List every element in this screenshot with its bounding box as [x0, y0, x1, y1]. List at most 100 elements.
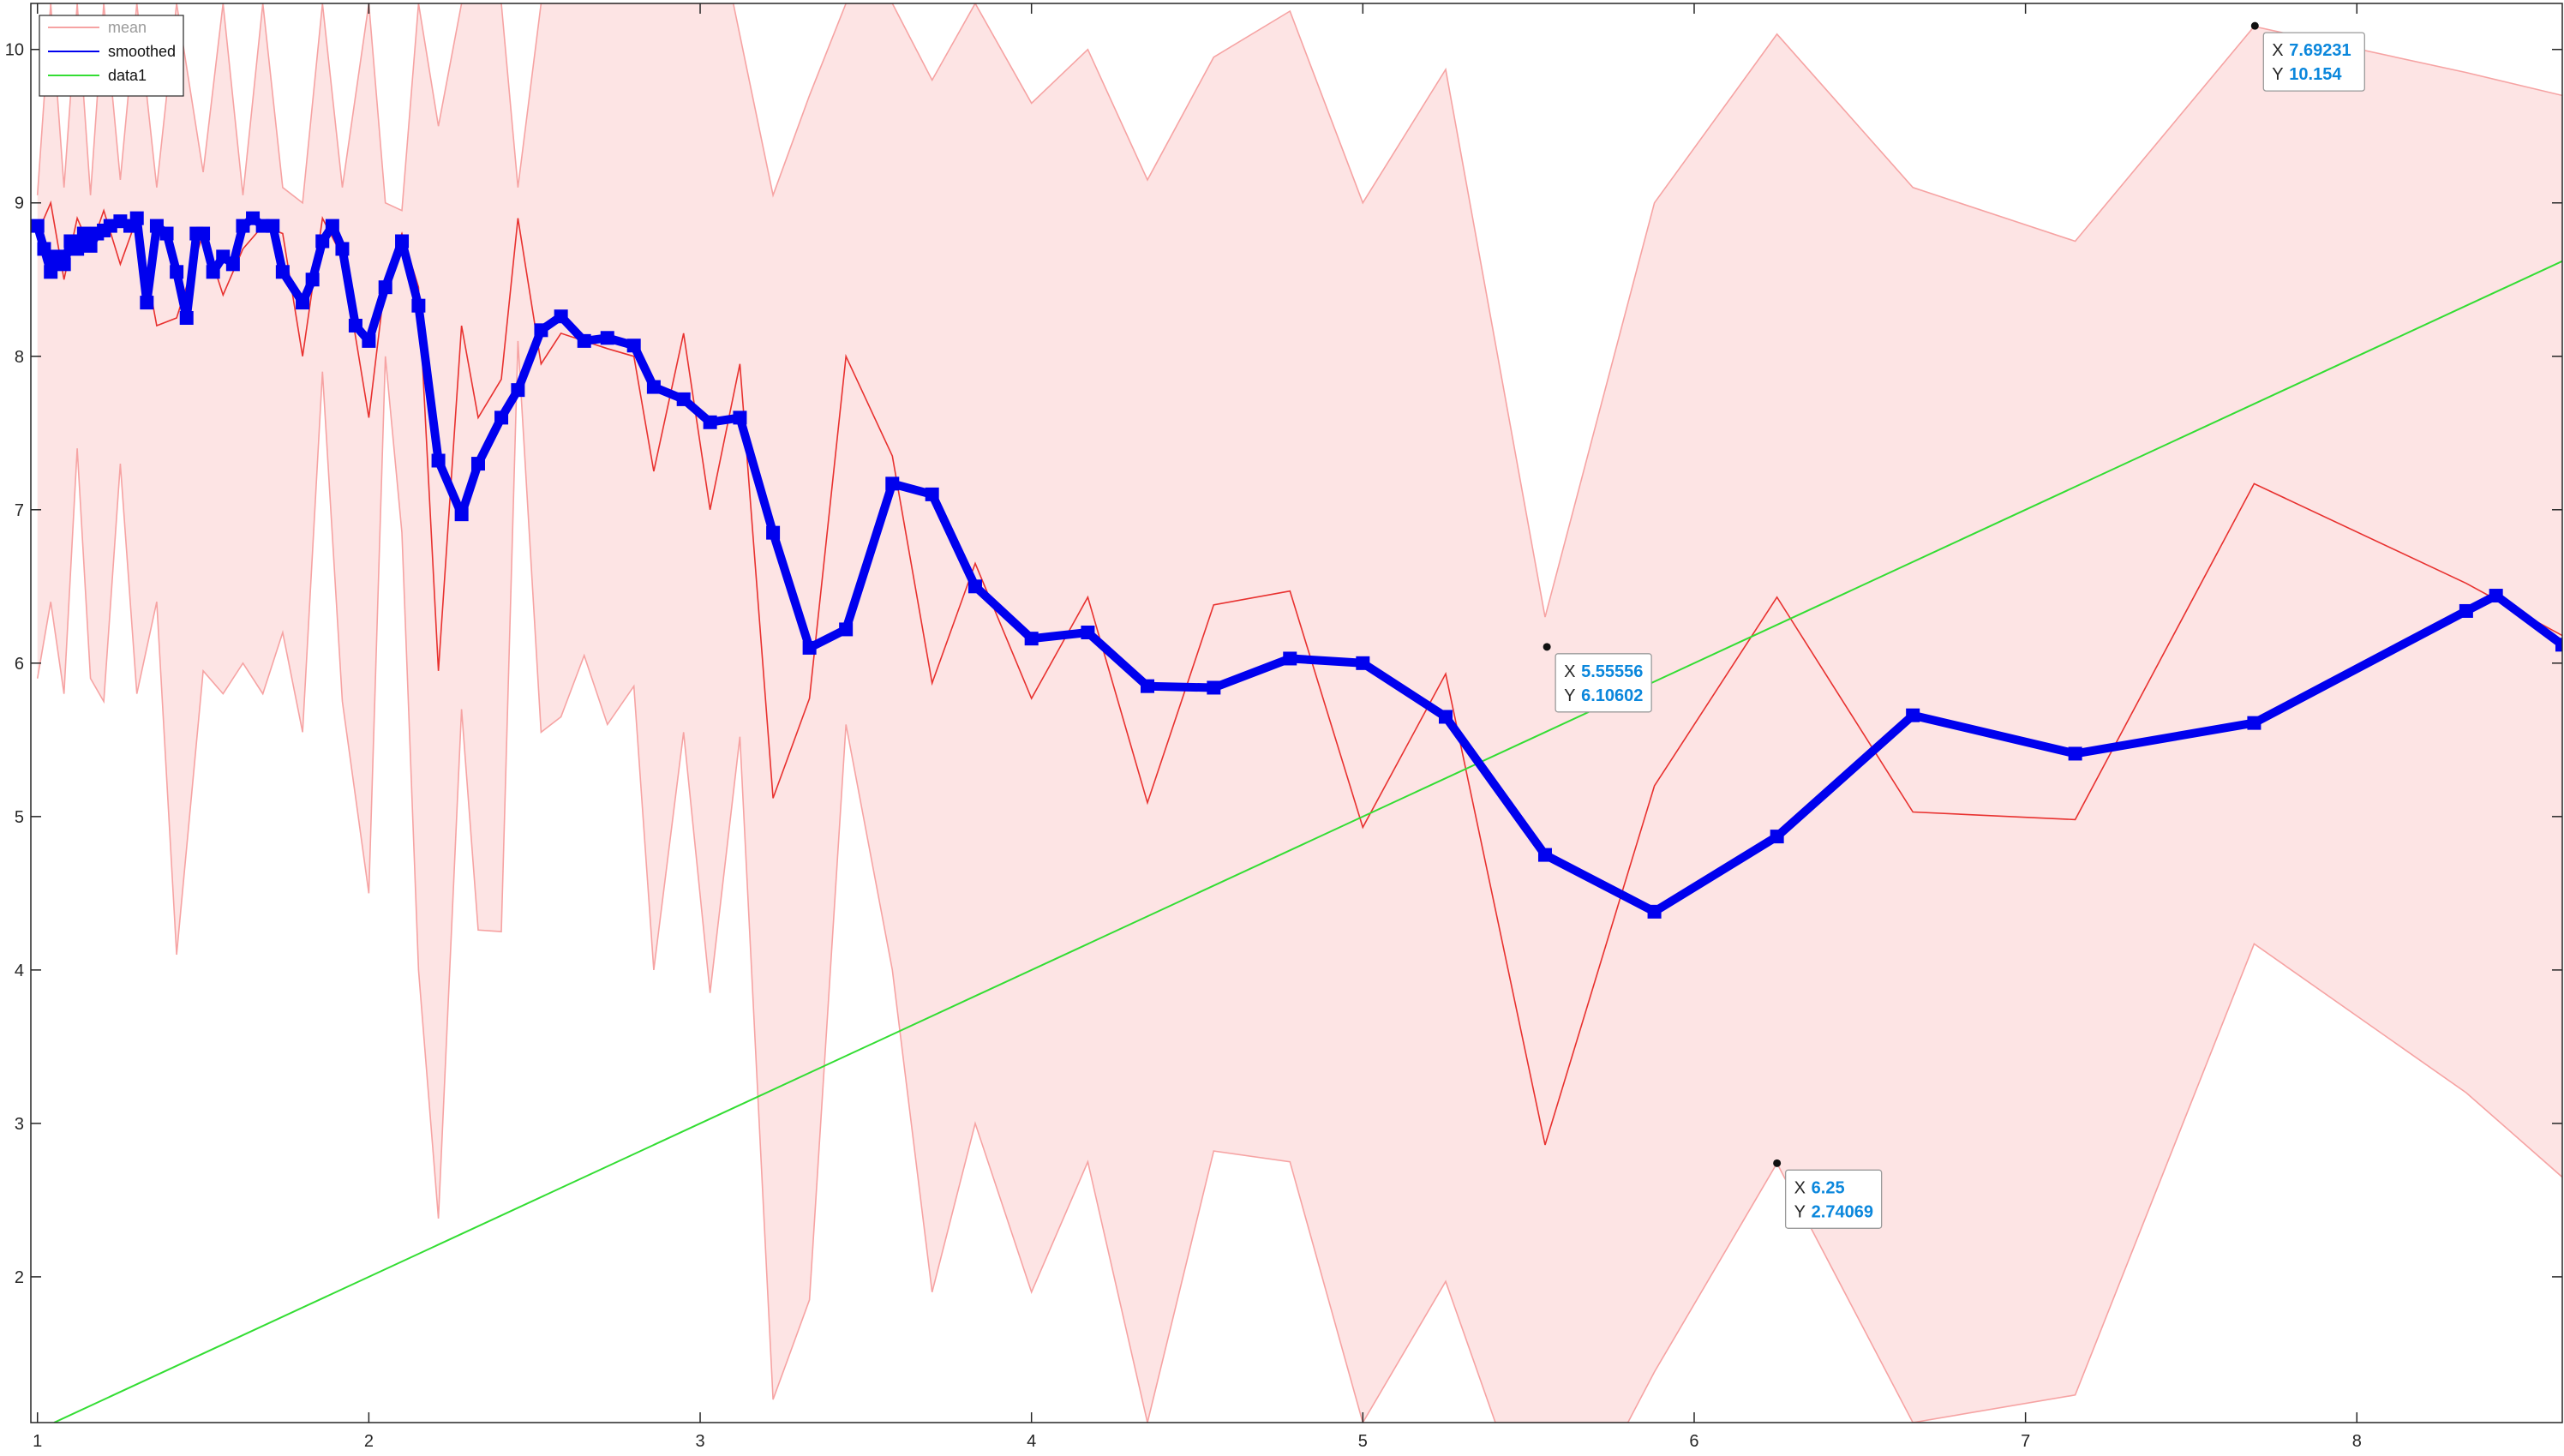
smoothed-point-68[interactable]	[1647, 904, 1662, 919]
smoothed-point-1[interactable]	[37, 242, 51, 256]
datatip-marker-2[interactable]	[1773, 1159, 1782, 1167]
smoothed-point-70[interactable]	[1906, 708, 1920, 722]
smoothed-point-44[interactable]	[511, 383, 525, 398]
smoothed-point-28[interactable]	[266, 219, 280, 233]
smoothed-point-45[interactable]	[534, 323, 548, 338]
smoothed-point-56[interactable]	[839, 622, 854, 637]
smoothed-point-46[interactable]	[554, 309, 568, 324]
smoothed-point-48[interactable]	[600, 331, 614, 345]
plot-area[interactable]	[31, 3, 2564, 1423]
datatip-x-value-2: 6.25	[1812, 1178, 1845, 1197]
datatip-y-value-2: 2.74069	[1812, 1202, 1873, 1221]
smoothed-point-52[interactable]	[703, 415, 717, 429]
x-tick-label-4: 4	[1027, 1432, 1036, 1451]
smoothed-point-42[interactable]	[470, 457, 485, 471]
smoothed-point-54[interactable]	[766, 525, 781, 540]
smoothed-point-21[interactable]	[196, 226, 211, 241]
smoothed-point-64[interactable]	[1283, 651, 1297, 666]
smoothed-point-34[interactable]	[335, 242, 350, 256]
axes-box	[30, 3, 2563, 1423]
datatip-box-2	[1784, 1169, 1883, 1229]
smoothed-point-67[interactable]	[1537, 848, 1552, 862]
mean-series-line[interactable]	[36, 200, 2562, 1146]
smoothed-point-17[interactable]	[159, 226, 174, 241]
datatip-marker-1[interactable]	[1543, 643, 1551, 651]
smoothed-point-32[interactable]	[315, 234, 330, 249]
smoothed-point-18[interactable]	[170, 265, 184, 279]
plot-content	[31, 3, 2564, 1423]
smoothed-point-60[interactable]	[1024, 632, 1039, 646]
datatips[interactable]: X 7.69231 Y 10.154 X 5.55556 Y 6.10602 X 6.25 Y 2.7…	[1543, 21, 2365, 1229]
smoothed-point-38[interactable]	[395, 234, 410, 249]
smoothed-point-49[interactable]	[626, 339, 641, 353]
datatip-y-key-0: Y	[2272, 65, 2283, 84]
smoothed-point-58[interactable]	[925, 487, 939, 501]
x-tick-label-7: 7	[2021, 1432, 2030, 1451]
smoothed-point-73[interactable]	[2459, 603, 2473, 618]
smoothed-point-59[interactable]	[967, 579, 982, 594]
smoothed-point-4[interactable]	[57, 257, 71, 272]
smoothed-point-40[interactable]	[431, 453, 446, 468]
smoothed-point-50[interactable]	[646, 380, 661, 394]
smoothed-point-62[interactable]	[1141, 679, 1155, 693]
smoothed-point-66[interactable]	[1438, 710, 1453, 724]
legend-label-smoothed[interactable]: smoothed	[108, 43, 176, 60]
smoothed-point-65[interactable]	[1356, 656, 1370, 670]
mean-band-fill	[37, 3, 2562, 1423]
smoothed-point-53[interactable]	[733, 410, 747, 425]
data1-series-line[interactable]	[53, 260, 2562, 1423]
y-tick-label-5: 5	[15, 808, 24, 827]
datatip-x-key-2: X	[1794, 1178, 1806, 1197]
smoothed-point-35[interactable]	[348, 318, 362, 333]
smoothed-point-15[interactable]	[140, 296, 154, 310]
y-tick-label-3: 3	[15, 1115, 24, 1134]
y-tick-label-10: 10	[5, 41, 24, 60]
smoothed-point-2[interactable]	[44, 265, 58, 279]
smoothed-point-55[interactable]	[802, 640, 817, 655]
smoothed-point-33[interactable]	[325, 219, 339, 233]
datatip-y-key-2: Y	[1794, 1202, 1806, 1221]
smoothed-point-39[interactable]	[411, 298, 426, 313]
legend[interactable]: mean smoothed data1	[39, 15, 184, 97]
smoothed-point-36[interactable]	[362, 333, 376, 348]
y-tick-label-4: 4	[15, 962, 24, 980]
smoothed-point-22[interactable]	[206, 265, 220, 279]
datatip-y-value-0: 10.154	[2289, 65, 2342, 84]
smoothed-point-47[interactable]	[577, 333, 591, 348]
smoothed-point-75[interactable]	[2555, 638, 2564, 652]
smoothed-point-14[interactable]	[129, 211, 144, 225]
smoothed-point-63[interactable]	[1207, 680, 1221, 695]
smoothed-point-41[interactable]	[454, 507, 469, 522]
smoothed-point-19[interactable]	[179, 311, 194, 326]
mean-band-lower-line[interactable]	[36, 340, 2562, 1423]
smoothed-point-43[interactable]	[494, 410, 509, 425]
smoothed-point-30[interactable]	[296, 296, 310, 310]
legend-label-data1[interactable]: data1	[108, 67, 147, 84]
smoothed-point-71[interactable]	[2068, 746, 2082, 761]
smoothed-point-29[interactable]	[275, 265, 290, 279]
smoothed-point-6[interactable]	[70, 242, 85, 256]
smoothed-point-8[interactable]	[83, 238, 98, 253]
smoothed-point-24[interactable]	[225, 257, 240, 272]
x-tick-label-5: 5	[1358, 1432, 1368, 1451]
smoothed-point-7[interactable]	[76, 226, 91, 241]
legend-label-mean[interactable]: mean	[108, 19, 147, 36]
datatip-x-value-1: 5.55556	[1581, 662, 1643, 681]
datatip-box-1	[1555, 653, 1652, 713]
smoothed-point-61[interactable]	[1081, 626, 1095, 640]
smoothed-point-69[interactable]	[1770, 830, 1784, 844]
smoothed-point-37[interactable]	[378, 280, 392, 295]
smoothed-point-57[interactable]	[885, 476, 900, 491]
smoothed-point-31[interactable]	[305, 273, 320, 287]
datatip-x-key-1: X	[1564, 662, 1575, 681]
smoothed-point-74[interactable]	[2489, 589, 2503, 603]
y-tick-label-8: 8	[15, 348, 24, 367]
smoothed-point-0[interactable]	[31, 219, 45, 233]
datatip-marker-0[interactable]	[2250, 21, 2259, 30]
smoothed-point-72[interactable]	[2247, 716, 2261, 730]
y-tick-label-2: 2	[15, 1268, 24, 1287]
datatip-y-key-1: Y	[1564, 686, 1575, 705]
smoothed-point-51[interactable]	[676, 392, 691, 406]
